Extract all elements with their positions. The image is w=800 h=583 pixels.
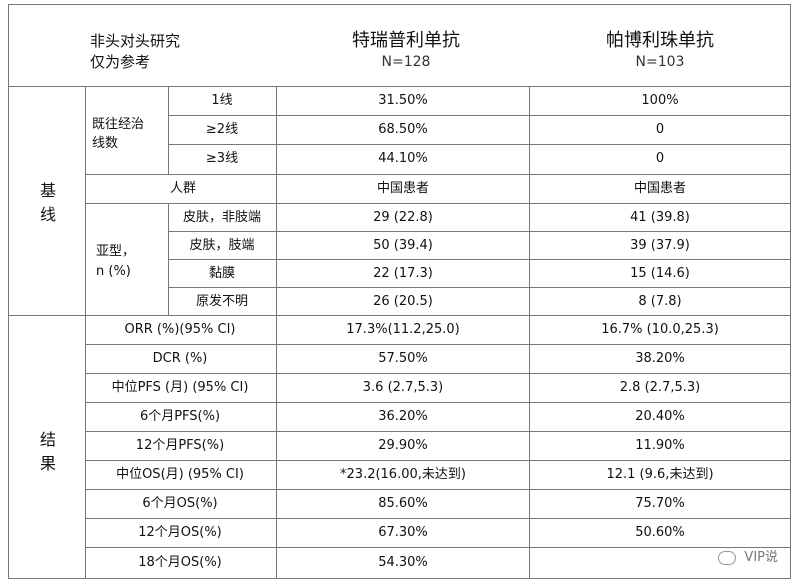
row-line [168,259,790,260]
result-row-label: 6个月OS(%) [142,496,218,511]
subtype-label-1: 亚型， [96,244,136,259]
prior-line-label: 1线 [211,93,233,108]
subtype-value-a: 29 (22.8) [373,210,433,225]
table-border-right [790,4,791,579]
drug-a-title: 特瑞普利单抗 [352,30,460,51]
prior-line-label: ≥3线 [205,151,239,166]
subtype-value-a: 26 (20.5) [373,294,433,309]
drug-b-title: 帕博利珠单抗 [606,30,714,51]
result-row-label: 12个月PFS(%) [135,438,225,453]
header-separator [8,86,791,87]
result-value-a: 57.50% [378,351,428,366]
subtype-value-b: 41 (39.8) [630,210,690,225]
result-value-b: 11.90% [635,438,685,453]
row-line [85,431,790,432]
row-line [168,231,790,232]
prior-line-label: ≥2线 [205,122,239,137]
row-line [85,547,790,548]
row-line [85,489,790,490]
row-line [168,144,790,145]
prior-line-value-a: 31.50% [378,93,428,108]
subtype-value-a: 50 (39.4) [373,238,433,253]
header-note-line2: 仅为参考 [90,53,151,71]
subtype-value-b: 39 (37.9) [630,238,690,253]
row-line [85,174,790,175]
row-line [85,460,790,461]
row-line [168,115,790,116]
table-border-bottom [8,578,791,579]
result-value-a: 36.20% [378,409,428,424]
result-row-label: 中位OS(月) (95% CI) [116,467,244,482]
comparison-table: 非头对头研究 仅为参考 特瑞普利单抗 N=128 帕博利珠单抗 N=103 基 … [8,4,791,579]
prior-line-value-b: 0 [655,122,665,137]
prior-line-value-b: 100% [641,93,679,108]
subtype-value-a: 22 (17.3) [373,266,433,281]
watermark: VIP说 [718,546,778,565]
result-row-label: ORR (%)(95% CI) [124,322,236,337]
population-value-a: 中国患者 [376,181,430,196]
result-row-label: 中位PFS (月) (95% CI) [111,380,249,395]
population-value-b: 中国患者 [633,181,687,196]
section-separator [8,315,791,316]
result-value-b: 38.20% [635,351,685,366]
row-line [85,203,790,204]
prior-lines-label-2: 线数 [92,136,119,151]
result-value-a: 54.30% [378,555,428,570]
prior-line-value-a: 44.10% [378,151,428,166]
baseline-section-label-1: 基 [39,181,57,200]
result-value-b: 12.1 (9.6,未达到) [606,467,714,482]
subtype-value-b: 8 (7.8) [638,294,682,309]
result-value-b: 75.70% [635,496,685,511]
row-line [85,402,790,403]
result-value-b: 2.8 (2.7,5.3) [619,380,701,395]
subtype-row-label: 皮肤，肢端 [189,238,255,253]
col-a-separator [276,86,277,579]
results-section-label-2: 果 [39,454,57,473]
result-value-b: 20.40% [635,409,685,424]
baseline-section-label-2: 线 [39,205,57,224]
results-section-label-1: 结 [39,430,57,449]
result-value-a: 29.90% [378,438,428,453]
subtype-row-label: 皮肤，非肢端 [182,210,262,225]
result-row-label: 12个月OS(%) [138,525,222,540]
wechat-icon [718,550,737,565]
prior-lines-label-1: 既往经治 [92,117,145,132]
result-value-b: 50.60% [635,525,685,540]
prior-line-value-a: 68.50% [378,122,428,137]
population-label: 人群 [169,181,197,196]
result-value-a: *23.2(16.00,未达到) [340,467,466,482]
prior-line-value-b: 0 [655,151,665,166]
row-line [85,344,790,345]
result-value-a: 3.6 (2.7,5.3) [362,380,444,395]
subtype-value-b: 15 (14.6) [630,266,690,281]
prior-lines-inner-separator [168,86,169,174]
row-line [168,287,790,288]
header-note-line1: 非头对头研究 [90,32,181,50]
row-line [85,373,790,374]
result-value-a: 17.3%(11.2,25.0) [346,322,460,337]
result-row-label: 18个月OS(%) [138,555,222,570]
col-b-separator [529,86,530,579]
result-value-a: 67.30% [378,525,428,540]
result-value-a: 85.60% [378,496,428,511]
subtype-label-2: n (%) [96,264,131,279]
table-border-top [8,4,791,5]
section-col-separator [85,86,86,579]
result-row-label: DCR (%) [152,351,208,366]
drug-b-n: N=103 [635,54,685,70]
drug-a-n: N=128 [381,54,431,70]
watermark-text: VIP说 [744,550,778,565]
subtype-row-label: 黏膜 [208,266,236,281]
table-border-left [8,4,9,579]
row-line [85,518,790,519]
subtype-row-label: 原发不明 [195,294,249,309]
result-row-label: 6个月PFS(%) [139,409,221,424]
result-value-b: 16.7% (10.0,25.3) [601,322,719,337]
